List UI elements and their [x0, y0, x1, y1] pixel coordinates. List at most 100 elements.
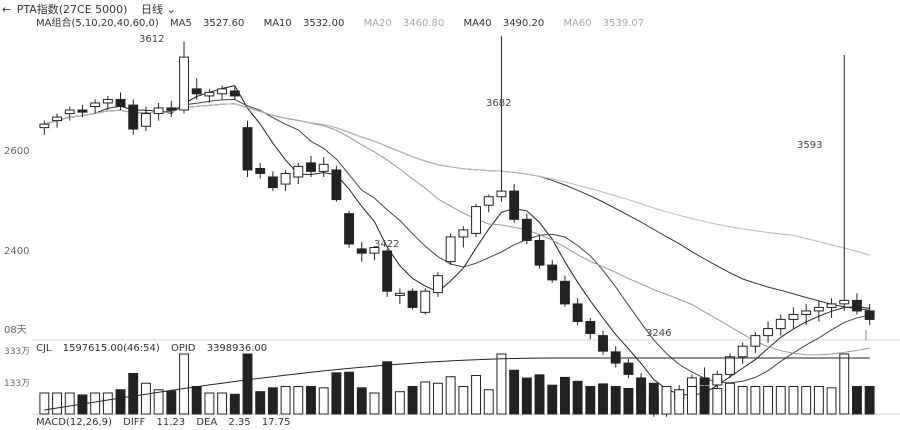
candle-up: [153, 107, 164, 115]
candle-down: [191, 88, 202, 95]
ma-legend: MA组合(5,10,20,40,60,0) MA5 3527.60 MA10 3…: [36, 16, 660, 32]
candle-up: [280, 172, 291, 185]
ma10-label: MA10: [263, 18, 292, 29]
volume-bar: [90, 392, 101, 415]
volume-bar: [623, 387, 634, 415]
volume-bars: [39, 353, 875, 415]
candle-up: [737, 345, 748, 358]
oi-label: OPID: [170, 343, 196, 354]
volume-bar: [496, 353, 507, 415]
open-interest-line: [44, 357, 870, 411]
volume-bar: [140, 382, 151, 415]
symbol-label[interactable]: PTA指数(27CE 5000): [16, 3, 128, 16]
volume-bar: [229, 393, 240, 415]
candle-up: [204, 91, 215, 97]
volume-bar: [559, 376, 570, 415]
volume-bar: [699, 386, 710, 415]
candle-up: [839, 299, 850, 305]
volume-bar: [204, 392, 215, 415]
back-arrow-icon[interactable]: ←: [2, 3, 12, 16]
candle-up: [763, 328, 774, 337]
annotation-high-3682: 3682: [486, 98, 511, 109]
annotation-low-3422: 3422: [374, 239, 399, 250]
vol-axis-top: 333万: [4, 347, 30, 357]
volume-bar: [318, 387, 329, 415]
macd-value: 17.75: [261, 417, 291, 428]
volume-bar: [686, 386, 697, 415]
volume-bar: [458, 386, 469, 415]
ma-set-label[interactable]: MA组合(5,10,20,40,60,0): [36, 18, 159, 29]
candle-down: [331, 169, 342, 201]
volume-bar: [636, 381, 647, 415]
volume-bar: [306, 386, 316, 415]
ma20-value: 3460.80: [402, 18, 445, 29]
annotation-high-3612: 3612: [139, 34, 164, 45]
volume-bar: [813, 386, 824, 415]
ma10-legend: MA10 3532.00: [264, 16, 353, 32]
price-tick-2400: 2400: [4, 246, 29, 257]
candle-up: [394, 292, 405, 296]
candle-down: [242, 127, 253, 171]
period-selector[interactable]: 日线 ⌄: [141, 0, 176, 20]
volume-bar: [509, 369, 520, 415]
candle-up: [318, 163, 329, 172]
volume-bar: [115, 389, 126, 415]
vol-axis-mid: 133万: [4, 379, 30, 389]
candle-down: [407, 290, 418, 308]
volume-bar: [255, 391, 266, 415]
volume-bar: [775, 386, 786, 415]
candle-up: [293, 165, 304, 178]
volume-bar: [864, 386, 875, 415]
volume-bar: [788, 386, 799, 415]
volume-bar: [293, 386, 304, 415]
volume-bar: [521, 377, 532, 415]
ma60-label: MA60: [563, 18, 592, 29]
volume-bar: [661, 386, 672, 415]
vol-label: CJL: [36, 343, 52, 354]
candle-down: [534, 239, 545, 266]
macd-legend: MACD(12,26,9) DIFF 11.23 DEA 2.35 17.75: [36, 416, 298, 430]
volume-bar: [179, 353, 189, 415]
annotation-high-3593: 3593: [797, 140, 822, 151]
candle-down: [559, 280, 570, 305]
candle-up: [420, 290, 431, 313]
chart-toolbar: ← PTA指数(27CE 5000) 日线 ⌄: [0, 0, 900, 20]
oi-value: 3398936.00: [206, 343, 268, 354]
ma40-line: [44, 103, 870, 311]
volume-bar: [445, 376, 456, 415]
candle-down: [585, 321, 596, 335]
volume-bar: [382, 361, 393, 415]
volume-bar: [483, 389, 494, 415]
volume-bar: [433, 382, 443, 415]
volume-bar: [572, 380, 583, 415]
volume-bar: [52, 392, 62, 415]
volume-bar: [191, 386, 202, 415]
ma60-line: [44, 103, 870, 256]
volume-bar: [217, 392, 228, 415]
volume-bar: [750, 386, 761, 415]
volume-bar: [356, 387, 367, 415]
ma40-label: MA40: [463, 18, 492, 29]
volume-bar: [763, 386, 774, 415]
candle-up: [433, 275, 443, 294]
candle-down: [306, 162, 316, 172]
volume-bar: [128, 373, 139, 415]
ma10-value: 3532.00: [302, 18, 345, 29]
volume-bar: [420, 381, 431, 415]
volume-bar: [242, 353, 253, 415]
chevron-down-icon: ⌄: [166, 3, 176, 16]
volume-bar: [839, 353, 850, 415]
volume-bar: [267, 387, 278, 415]
candle-down: [623, 362, 634, 375]
macd-label[interactable]: MACD(12,26,9): [36, 417, 112, 428]
candle-down: [255, 168, 266, 174]
candle-up: [369, 247, 380, 254]
ma60-legend: MA60 3539.07: [563, 16, 652, 32]
ma20-legend: MA20 3460.80: [364, 16, 453, 32]
candle-down: [229, 90, 240, 97]
candle-down: [77, 109, 88, 113]
candle-up: [471, 206, 481, 234]
volume-bar: [64, 392, 75, 415]
annotation-low-3246: 3246: [646, 328, 671, 339]
